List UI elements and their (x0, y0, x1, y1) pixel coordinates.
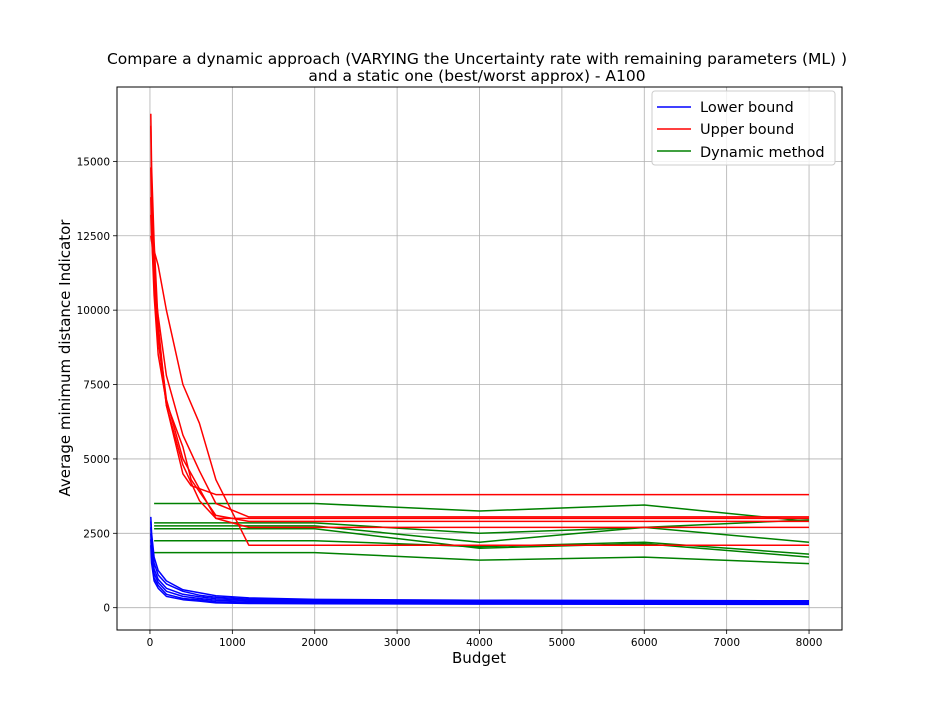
x-tick-label: 0 (147, 637, 154, 649)
legend-label-lower-bound: Lower bound (700, 100, 794, 116)
x-tick-label: 3000 (384, 637, 411, 649)
legend-label-dynamic-method: Dynamic method (700, 145, 825, 161)
y-tick-label: 7500 (83, 380, 110, 392)
x-tick-label: 4000 (466, 637, 493, 649)
series-line-dynamic-method (154, 528, 810, 558)
series-line-dynamic-method (154, 551, 810, 565)
x-axis-label: Budget (452, 649, 506, 667)
ticks: 0 1000 2000 3000 4000 5000 6000 7000 8000 0 2500 50… (77, 156, 823, 649)
y-tick-label: 2500 (83, 528, 110, 540)
legend-box (651, 90, 836, 166)
x-tick-label: 1000 (219, 637, 246, 649)
x-tick-label: 2000 (301, 637, 328, 649)
series-line-upper-bound (150, 125, 809, 520)
y-axis-label: Average minimum distance Indicator (56, 219, 74, 497)
y-tick-label: 5000 (83, 454, 110, 466)
y-tick-label: 0 (103, 603, 110, 615)
y-tick-label: 12500 (77, 231, 110, 243)
series-line-dynamic-method (154, 519, 810, 535)
series-line-upper-bound (150, 197, 809, 523)
x-tick-label: 5000 (549, 637, 576, 649)
chart-title: Compare a dynamic approach (VARYING the … (107, 50, 847, 68)
x-tick-label: 7000 (713, 637, 740, 649)
series-layer (150, 113, 810, 606)
series-line-dynamic-method (154, 525, 810, 543)
series-line-lower-bound (150, 545, 810, 606)
legend: Lower bound Upper bound Dynamic method (651, 90, 836, 166)
x-tick-label: 6000 (631, 637, 658, 649)
series-line-upper-bound (150, 235, 809, 546)
x-tick-label: 8000 (796, 637, 823, 649)
y-tick-label: 10000 (77, 305, 110, 317)
y-tick-label: 15000 (77, 156, 110, 168)
series-line-dynamic-method (154, 539, 810, 555)
legend-label-upper-bound: Upper bound (700, 122, 794, 138)
series-line-dynamic-method (154, 502, 810, 523)
chart-subtitle: and a static one (best/worst approx) - A… (308, 67, 645, 85)
series-line-upper-bound (150, 214, 809, 518)
